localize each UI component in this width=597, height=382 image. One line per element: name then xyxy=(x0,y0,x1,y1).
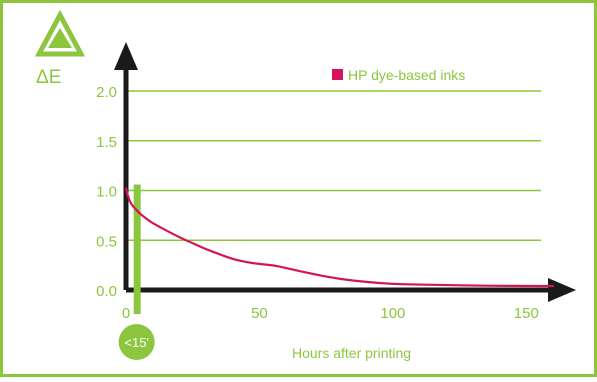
highlight-bar xyxy=(133,184,141,314)
legend-swatch xyxy=(332,69,343,80)
y-tick-label: 2.0 xyxy=(96,84,117,101)
highlight-badge xyxy=(118,324,155,360)
x-tick-label: 0 xyxy=(122,305,130,322)
series-line-0 xyxy=(124,187,555,288)
highlight-group: <15' xyxy=(118,184,155,360)
y-axis-arrow xyxy=(114,42,138,70)
y-tick-label: 0.0 xyxy=(96,283,117,300)
x-tick-label: 100 xyxy=(380,305,405,322)
highlight-badge-label: <15' xyxy=(124,335,149,350)
series-layer xyxy=(124,187,555,288)
y-tick-label: 0.5 xyxy=(96,233,117,250)
axes xyxy=(114,42,576,302)
x-tick-label: 150 xyxy=(514,305,539,322)
legend-label: HP dye-based inks xyxy=(348,67,465,83)
y-tick-label: 1.5 xyxy=(96,134,117,151)
y-axis-label: ΔE xyxy=(36,67,61,88)
y-tick-labels: 0.0 0.5 1.0 1.5 2.0 xyxy=(96,84,117,300)
triangle-icon xyxy=(34,9,86,57)
y-tick-label: 1.0 xyxy=(96,184,117,201)
legend: HP dye-based inks xyxy=(332,67,465,83)
grid-layer xyxy=(126,90,541,241)
x-tick-labels: 0 50 100 150 xyxy=(122,305,539,322)
x-axis-arrow xyxy=(548,278,576,302)
x-tick-label: 50 xyxy=(251,305,268,322)
x-axis-label: Hours after printing xyxy=(292,345,411,361)
